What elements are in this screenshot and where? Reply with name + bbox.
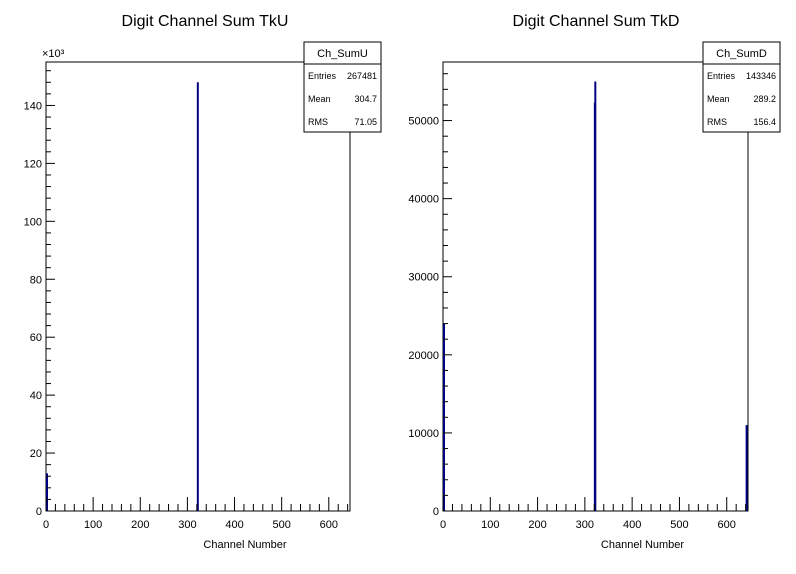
x-axis-label: Channel Number [203, 539, 286, 551]
stats-label: Entries [308, 71, 337, 81]
x-tick-label: 600 [320, 519, 338, 531]
y-tick-label: 140 [24, 100, 42, 112]
y-tick-label: 0 [433, 506, 439, 518]
x-tick-label: 600 [718, 519, 736, 531]
x-tick-label: 300 [178, 519, 196, 531]
stats-box: Ch_SumD Entries 143346 Mean 289.2 RMS 156.4 [702, 41, 781, 133]
x-tick-label: 300 [576, 519, 594, 531]
x-tick-label: 400 [623, 519, 641, 531]
x-tick-label: 200 [528, 519, 546, 531]
stats-label: Entries [707, 71, 736, 81]
y-exponent-label: ×10³ [42, 48, 65, 60]
stats-box-frame [303, 41, 382, 133]
stats-value-rms: 156.4 [753, 117, 776, 127]
x-tick-label: 0 [440, 519, 446, 531]
y-tick-label: 30000 [408, 272, 439, 284]
y-tick-label: 40 [30, 390, 42, 402]
stats-value-entries: 267481 [347, 71, 377, 81]
y-tick-label: 120 [24, 158, 42, 170]
y-tick-label: 0 [36, 506, 42, 518]
stats-value-entries: 143346 [746, 71, 776, 81]
stats-label: RMS [308, 117, 328, 127]
x-tick-label: 500 [272, 519, 290, 531]
chart-title: Digit Channel Sum TkU [122, 13, 289, 30]
histogram-bin [745, 425, 748, 511]
y-tick-label: 80 [30, 274, 42, 286]
y-tick-label: 50000 [408, 116, 439, 128]
y-tick-label: 40000 [408, 194, 439, 206]
stats-value-mean: 304.7 [354, 94, 377, 104]
stats-label: Mean [707, 94, 730, 104]
y-tick-label: 20000 [408, 350, 439, 362]
x-tick-label: 400 [225, 519, 243, 531]
chart-title: Digit Channel Sum TkD [513, 13, 680, 30]
histogram-bin [196, 82, 199, 512]
y-tick-label: 20 [30, 448, 42, 460]
y-tick-label: 100 [24, 216, 42, 228]
y-tick-label: 10000 [408, 428, 439, 440]
stats-label: RMS [707, 117, 727, 127]
stats-label: Mean [308, 94, 331, 104]
histogram-panel-2: Digit Channel Sum TkD 0 100 200 300 400 500 600… [408, 13, 781, 551]
stats-name: Ch_SumD [716, 48, 767, 60]
y-tick-label: 60 [30, 332, 42, 344]
x-tick-label: 500 [670, 519, 688, 531]
histogram-bin [594, 81, 597, 512]
stats-box: Ch_SumU Entries 267481 Mean 304.7 RMS 71.05 [303, 41, 382, 133]
x-axis-label: Channel Number [601, 539, 684, 551]
stats-value-mean: 289.2 [753, 94, 776, 104]
x-tick-label: 0 [43, 519, 49, 531]
x-tick-label: 100 [84, 519, 102, 531]
x-tick-label: 100 [481, 519, 499, 531]
x-tick-label: 200 [131, 519, 149, 531]
stats-box-frame [702, 41, 781, 133]
stats-value-rms: 71.05 [354, 117, 377, 127]
stats-name: Ch_SumU [317, 48, 368, 60]
histogram-bin [46, 473, 48, 511]
